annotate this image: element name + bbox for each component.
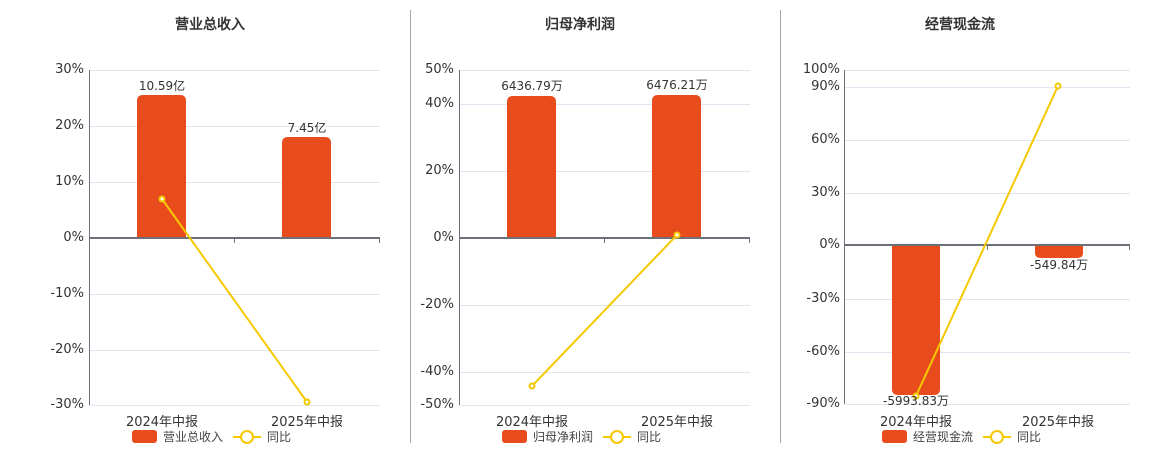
y-tick: -40%: [420, 364, 454, 379]
bar-2024: [507, 96, 556, 238]
y-tick: 20%: [55, 118, 84, 133]
x-tick: 2024年中报: [125, 415, 199, 430]
y-tick: -30%: [50, 397, 84, 412]
y-tick: 0%: [819, 237, 840, 252]
y-tick: -10%: [50, 286, 84, 301]
y-tick: 100%: [802, 62, 840, 77]
bar-2024: [137, 95, 186, 238]
legend: 归母净利润 同比: [502, 428, 661, 445]
legend: 经营现金流 同比: [882, 428, 1041, 445]
y-tick: 40%: [425, 96, 454, 111]
legend-line-icon[interactable]: [603, 430, 632, 444]
y-tick: -50%: [420, 397, 454, 412]
panel-divider: [780, 10, 781, 443]
chart-title: 营业总收入: [175, 17, 245, 33]
y-tick: 30%: [811, 185, 840, 200]
bar-label: 10.59亿: [138, 79, 186, 93]
chart-plot-net-profit: [459, 70, 750, 406]
y-tick: -90%: [806, 396, 840, 411]
y-tick: -30%: [806, 291, 840, 306]
bar-label: -5993.83万: [883, 394, 949, 408]
y-tick: 30%: [55, 62, 84, 77]
bar-2025: [652, 95, 701, 238]
y-tick: -20%: [50, 342, 84, 357]
chart-title: 归母净利润: [545, 17, 615, 33]
bar-label: -549.84万: [1029, 258, 1089, 272]
chart-panel-net-profit: 归母净利润 50% 40% 20% 0% -20% -40% -50% 6436…: [420, 17, 750, 445]
bars: [137, 95, 331, 238]
y-tick: -60%: [806, 344, 840, 359]
y-tick: -20%: [420, 297, 454, 312]
grid-lines: [89, 70, 380, 406]
x-tick: 2024年中报: [495, 415, 569, 430]
bar-label: 7.45亿: [287, 121, 327, 135]
legend-line-label[interactable]: 同比: [637, 430, 662, 444]
legend-bar-swatch[interactable]: [132, 430, 157, 443]
bar-2025: [282, 137, 331, 238]
legend-bar-swatch[interactable]: [502, 430, 527, 443]
legend-bar-label[interactable]: 归母净利润: [533, 430, 594, 444]
y-tick: 0%: [63, 230, 84, 245]
x-tick: 2025年中报: [270, 415, 344, 430]
legend-bar-label[interactable]: 营业总收入: [163, 430, 224, 444]
legend-line-label[interactable]: 同比: [1017, 430, 1042, 444]
bar-2025: [1035, 245, 1083, 258]
y-tick: 50%: [425, 62, 454, 77]
chart-title: 经营现金流: [925, 17, 995, 33]
y-tick: 10%: [55, 174, 84, 189]
yoy-line: [158, 195, 311, 406]
legend-line-icon[interactable]: [983, 430, 1012, 444]
legend: 营业总收入 同比: [132, 428, 291, 445]
bar-label: 6436.79万: [501, 79, 563, 93]
legend-bar-swatch[interactable]: [882, 430, 907, 443]
y-tick: 0%: [433, 230, 454, 245]
legend-line-icon[interactable]: [233, 430, 262, 444]
y-tick: 60%: [811, 132, 840, 147]
y-tick: 20%: [425, 163, 454, 178]
legend-bar-label[interactable]: 经营现金流: [913, 430, 974, 444]
x-tick: 2025年中报: [640, 415, 714, 430]
x-tick: 2024年中报: [879, 415, 953, 430]
y-tick: 90%: [811, 79, 840, 94]
chart-plot-revenue: [89, 70, 380, 406]
chart-panel-revenue: 营业总收入 30% 20% 10% 0% -10% -20% -30% 10.5…: [0, 0, 410, 450]
x-tick: 2025年中报: [1021, 415, 1095, 430]
legend-line-label[interactable]: 同比: [267, 430, 292, 444]
bar-2024: [892, 245, 940, 395]
bar-label: 6476.21万: [646, 78, 708, 92]
panel-divider: [410, 10, 411, 443]
